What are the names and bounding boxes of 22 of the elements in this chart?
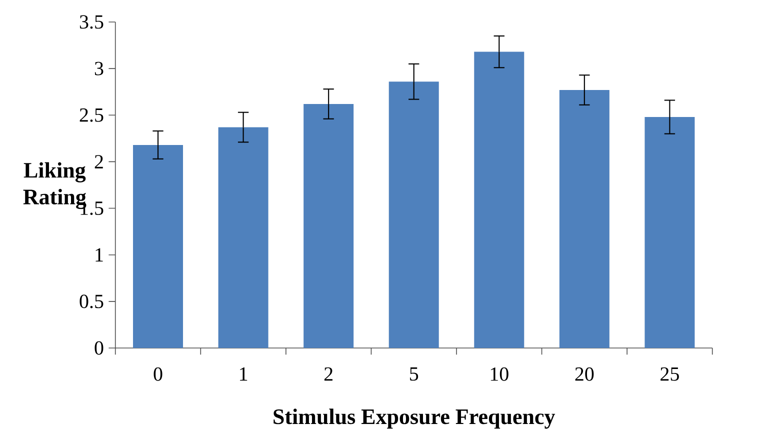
bar xyxy=(218,127,268,348)
y-tick-label: 3 xyxy=(94,62,104,76)
y-tick-label: 0 xyxy=(94,341,104,355)
x-tick-label: 25 xyxy=(660,367,679,381)
y-tick-label: 3.5 xyxy=(80,15,104,29)
y-tick-label: 0.5 xyxy=(80,294,104,308)
y-tick-label: 1 xyxy=(96,248,103,262)
x-tick-label: 0 xyxy=(154,367,162,381)
x-tick-label: 2 xyxy=(324,367,332,381)
y-tick-label: 2.5 xyxy=(80,108,104,122)
x-tick-label: 1 xyxy=(240,367,248,381)
x-axis-title: Stimulus Exposure Frequency xyxy=(274,408,556,429)
bar xyxy=(388,82,439,348)
bar xyxy=(304,104,354,348)
y-tick-label: 2 xyxy=(94,155,103,168)
x-tick-label: 20 xyxy=(575,367,594,381)
bar xyxy=(559,90,610,348)
bar xyxy=(474,52,524,348)
bar xyxy=(644,117,695,348)
x-tick-label: 10 xyxy=(490,367,508,381)
x-tick-label: 5 xyxy=(410,367,418,381)
bar xyxy=(133,144,184,348)
